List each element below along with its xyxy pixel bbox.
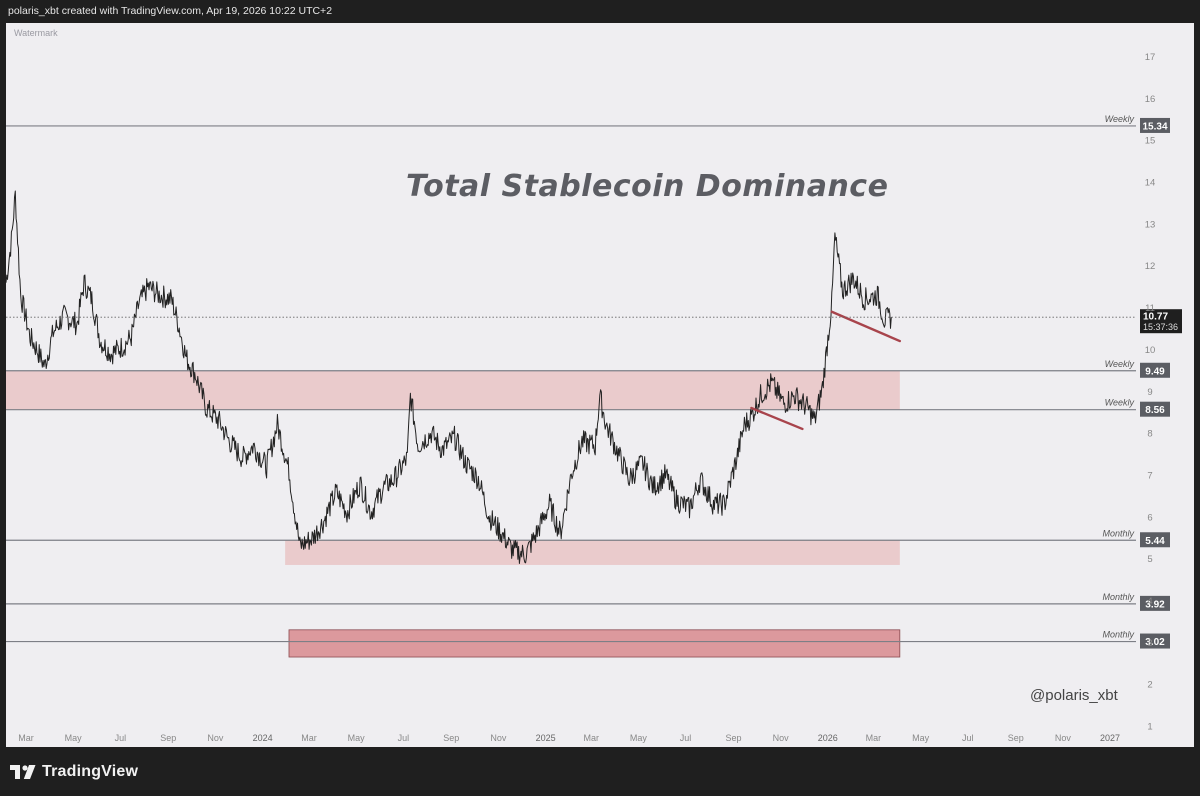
axes-layer: 10.7715:37:361234567891011121314151617Ma… <box>6 52 1182 743</box>
x-tick-label: Nov <box>207 733 224 743</box>
x-tick-label: Jul <box>962 733 974 743</box>
level-label-1: Weekly <box>1105 359 1135 369</box>
x-tick-label: Sep <box>443 733 459 743</box>
level-value-4: 3.92 <box>1145 599 1165 610</box>
y-tick-label: 2 <box>1147 680 1152 691</box>
y-tick-label: 10 <box>1145 345 1156 356</box>
x-tick-label: Sep <box>160 733 176 743</box>
tradingview-logo-icon <box>10 765 36 779</box>
x-tick-label: Mar <box>18 733 34 743</box>
x-tick-label: May <box>630 733 648 743</box>
x-tick-label: May <box>348 733 366 743</box>
y-tick-label: 14 <box>1145 178 1156 189</box>
level-label-0: Weekly <box>1105 114 1135 124</box>
x-tick-label: May <box>912 733 930 743</box>
current-price-badge <box>1140 309 1182 334</box>
trendline-0 <box>750 406 804 431</box>
y-tick-label: 1 <box>1147 722 1152 733</box>
y-tick-label: 8 <box>1147 429 1152 440</box>
y-tick-label: 12 <box>1145 261 1156 272</box>
trendline-1 <box>830 310 902 343</box>
y-tick-label: 5 <box>1147 554 1152 565</box>
chart-title: Total Stablecoin Dominance <box>406 169 889 204</box>
level-value-5: 3.02 <box>1145 637 1165 648</box>
level-label-2: Weekly <box>1105 398 1135 408</box>
y-tick-label: 6 <box>1147 512 1152 523</box>
x-tick-label: 2027 <box>1100 733 1120 743</box>
level-value-3: 5.44 <box>1145 536 1165 547</box>
x-tick-label: Sep <box>725 733 741 743</box>
y-tick-label: 16 <box>1145 94 1156 105</box>
tradingview-logo[interactable]: TradingView <box>10 762 138 782</box>
price-layer <box>6 190 892 564</box>
chart-svg[interactable]: Weekly 15.34 Weekly 9.49 Weekly 8.56 Monthly 5.… <box>6 23 1194 747</box>
x-tick-label: Nov <box>773 733 790 743</box>
levels-layer: Weekly 15.34 Weekly 9.49 Weekly 8.56 Monthly 5.… <box>6 114 1170 649</box>
level-value-0: 15.34 <box>1142 121 1167 132</box>
x-tick-label: 2024 <box>253 733 273 743</box>
level-label-3: Monthly <box>1102 528 1134 538</box>
current-price-countdown: 15:37:36 <box>1143 322 1178 332</box>
watermark: Watermark <box>14 28 58 38</box>
zone-1 <box>285 540 900 565</box>
x-tick-label: Jul <box>398 733 410 743</box>
y-tick-label: 9 <box>1147 387 1152 398</box>
level-badge-2 <box>1140 401 1170 417</box>
x-tick-label: 2025 <box>536 733 556 743</box>
x-tick-label: Mar <box>301 733 317 743</box>
level-badge-3 <box>1140 532 1170 548</box>
level-value-2: 8.56 <box>1145 405 1165 416</box>
price-series-line <box>6 190 892 564</box>
x-tick-label: 2026 <box>818 733 838 743</box>
zone-0 <box>6 370 900 410</box>
x-tick-label: Nov <box>490 733 507 743</box>
level-badge-1 <box>1140 362 1170 378</box>
y-tick-label: 15 <box>1145 136 1156 147</box>
y-tick-label: 11 <box>1145 303 1155 314</box>
level-badge-4 <box>1140 595 1170 611</box>
zone-2 <box>288 629 901 658</box>
y-tick-label: 13 <box>1145 219 1156 230</box>
tradingview-brand: TradingView <box>42 763 139 780</box>
trendlines-layer <box>750 310 902 431</box>
level-label-5: Monthly <box>1102 630 1134 640</box>
x-tick-label: Mar <box>583 733 599 743</box>
chart-area[interactable]: Weekly 15.34 Weekly 9.49 Weekly 8.56 Monthly 5.… <box>6 23 1194 747</box>
x-tick-label: Mar <box>866 733 882 743</box>
x-tick-label: Nov <box>1055 733 1072 743</box>
level-badge-0 <box>1140 117 1170 133</box>
x-tick-label: Sep <box>1008 733 1024 743</box>
chart-caption: polaris_xbt created with TradingView.com… <box>0 0 1200 22</box>
y-tick-label: 7 <box>1147 470 1152 481</box>
x-tick-label: Jul <box>680 733 692 743</box>
current-price-value: 10.77 <box>1143 312 1168 323</box>
x-tick-label: Jul <box>115 733 127 743</box>
y-tick-label: 4 <box>1147 596 1152 607</box>
author-handle: @polaris_xbt <box>1030 687 1118 704</box>
level-label-4: Monthly <box>1102 592 1134 602</box>
level-badge-5 <box>1140 633 1170 649</box>
zones-layer <box>6 370 901 658</box>
y-tick-label: 17 <box>1145 52 1156 63</box>
x-tick-label: May <box>65 733 83 743</box>
footer-bar: TradingView <box>0 748 1200 796</box>
level-value-1: 9.49 <box>1145 366 1165 377</box>
y-tick-label: 3 <box>1147 638 1152 649</box>
